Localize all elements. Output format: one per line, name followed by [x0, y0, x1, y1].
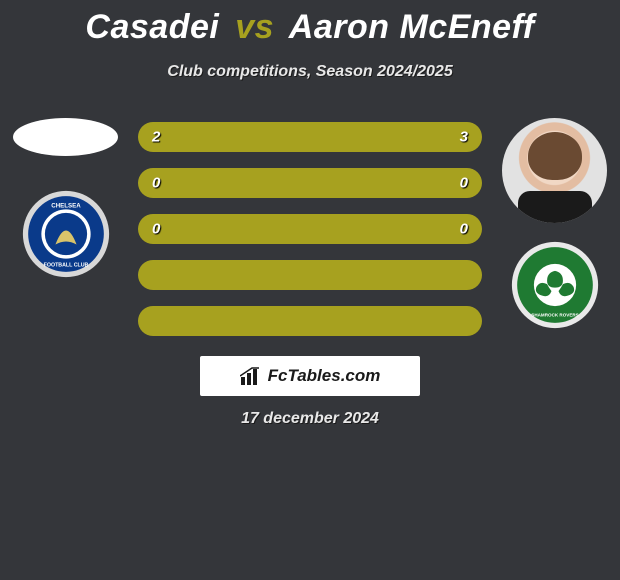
stat-bar: 00Hattricks [138, 214, 482, 244]
stat-bar: Min per goal [138, 306, 482, 336]
brand-text: FcTables.com [268, 366, 381, 386]
brand-box: FcTables.com [200, 356, 420, 396]
stat-bar: 23Matches [138, 122, 482, 152]
stat-bar-fill-left [138, 260, 482, 290]
bar-chart-icon [240, 367, 262, 385]
title-player1: Casadei [85, 8, 219, 46]
stat-bar: Goals per match [138, 260, 482, 290]
subtitle: Club competitions, Season 2024/2025 [0, 63, 620, 81]
stat-bar-fill-left [138, 306, 482, 336]
svg-text:SHAMROCK ROVERS: SHAMROCK ROVERS [531, 313, 578, 318]
stat-value-right: 3 [460, 129, 468, 146]
title-vs: vs [235, 8, 274, 46]
date-line: 17 december 2024 [0, 410, 620, 428]
stat-bar-fill-left [138, 168, 482, 198]
stat-value-left: 0 [152, 175, 160, 192]
svg-text:CHELSEA: CHELSEA [51, 203, 81, 210]
stat-bar: 00Goals [138, 168, 482, 198]
title-player2: Aaron McEneff [289, 8, 535, 46]
left-player-column: CHELSEA FOOTBALL CLUB [8, 118, 123, 278]
svg-text:FOOTBALL CLUB: FOOTBALL CLUB [43, 263, 88, 269]
stat-value-left: 2 [152, 129, 160, 146]
player1-photo [13, 118, 118, 156]
stat-bar-fill-right [276, 122, 482, 152]
player1-club-logo: CHELSEA FOOTBALL CLUB [22, 190, 110, 278]
player2-club-logo: SHAMROCK ROVERS [511, 241, 599, 329]
player2-photo [502, 118, 607, 223]
stat-value-right: 0 [460, 221, 468, 238]
stat-value-right: 0 [460, 175, 468, 192]
stat-value-left: 0 [152, 221, 160, 238]
right-player-column: SHAMROCK ROVERS [497, 118, 612, 329]
stat-bars: 23Matches00Goals00HattricksGoals per mat… [138, 122, 482, 352]
page-title: Casadei vs Aaron McEneff [0, 0, 620, 47]
stat-bar-fill-left [138, 214, 482, 244]
